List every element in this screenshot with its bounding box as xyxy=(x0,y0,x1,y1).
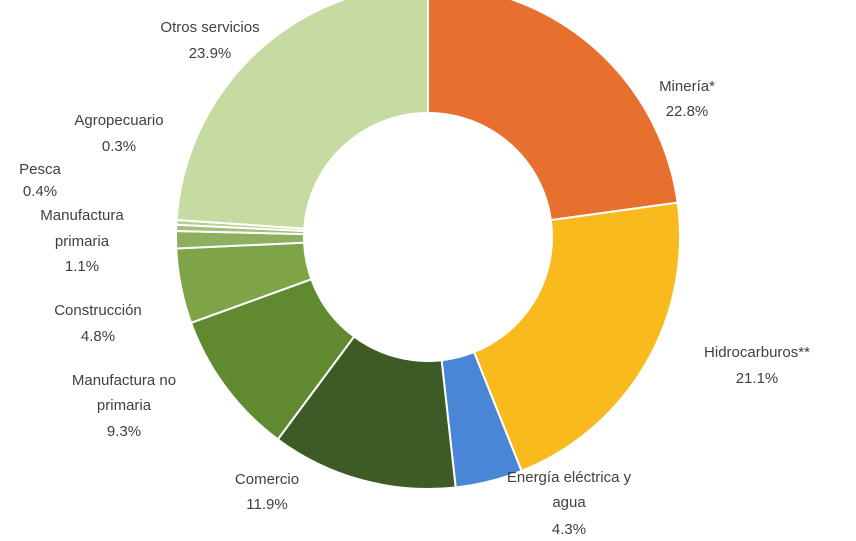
pie-slice-1 xyxy=(427,0,679,222)
slice-name-label-5: Manufactura no xyxy=(72,372,176,389)
pie-slice-2 xyxy=(472,201,681,473)
slice-value-label-9: 0.3% xyxy=(102,138,136,155)
slice-name-label-8: Pesca xyxy=(19,161,61,178)
slice-name-label-7: primaria xyxy=(55,233,110,250)
slice-value-label-2: 21.1% xyxy=(736,370,779,387)
slice-value-label-6: 4.8% xyxy=(81,328,115,345)
slice-name-label-4: Comercio xyxy=(235,471,299,488)
slice-value-label-7: 1.1% xyxy=(65,258,99,275)
slice-value-label-3: 4.3% xyxy=(552,521,586,538)
slice-value-label-5: 9.3% xyxy=(107,423,141,440)
slice-name-label-7: Manufactura xyxy=(40,207,124,224)
slice-name-label-2: Hidrocarburos** xyxy=(704,344,810,361)
slice-name-label-1: Minería* xyxy=(659,78,715,95)
slice-name-label-10: Otros servicios xyxy=(160,19,259,36)
slice-value-label-8: 0.4% xyxy=(23,183,57,200)
slice-name-label-3: agua xyxy=(552,494,586,511)
slice-name-label-9: Agropecuario xyxy=(74,112,163,129)
slice-name-label-6: Construcción xyxy=(54,302,142,319)
slice-value-label-1: 22.8% xyxy=(666,103,709,120)
slice-value-label-4: 11.9% xyxy=(246,496,287,513)
slice-value-label-10: 23.9% xyxy=(189,45,232,62)
pie-slice-10 xyxy=(175,0,429,230)
slice-name-label-5: primaria xyxy=(97,397,152,414)
slice-name-label-3: Energía eléctrica y xyxy=(507,469,632,486)
